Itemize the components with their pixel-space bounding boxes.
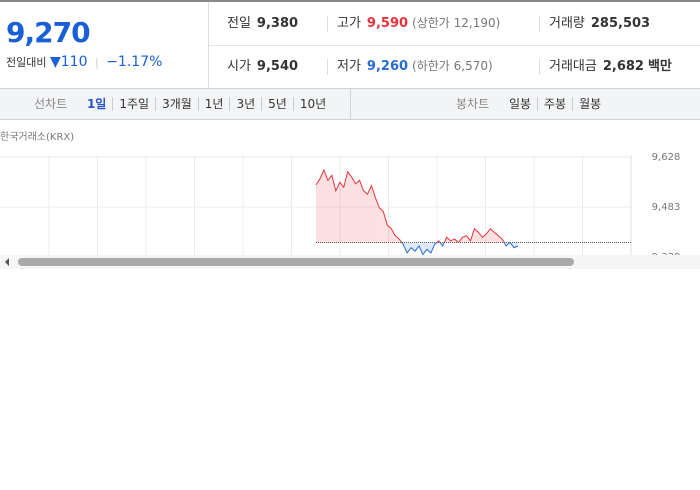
separator — [539, 59, 540, 75]
current-price: 9,270 — [6, 16, 91, 49]
period-tab[interactable]: 1년 — [197, 97, 230, 111]
cell-label: 시가 — [227, 59, 251, 74]
price-area — [316, 170, 518, 255]
y-tick-label: 9,338 — [652, 252, 681, 255]
period-tab[interactable]: 5년 — [261, 97, 293, 111]
cell-unit: 백만 — [647, 59, 672, 74]
y-tick-label: 9,483 — [652, 202, 681, 213]
scrollbar-graphic — [5, 258, 574, 266]
candle-tabs: 봉차트 일봉 주봉 월봉 — [456, 89, 608, 119]
summary-cell: 저가 9,260 (하한가 6,570) — [337, 45, 493, 88]
summary-cell: 시가 9,540 — [227, 45, 298, 88]
cell-label: 전일 — [227, 16, 251, 31]
cell-label: 저가 — [337, 59, 361, 74]
cell-value: 9,380 — [256, 16, 299, 31]
cell-value: 285,503 — [590, 16, 651, 31]
line-tabs: 선차트 1일 1주일 3개월 1년 3년 5년 10년 — [34, 89, 333, 119]
cell-label: 거래대금 — [549, 59, 597, 74]
change-rate: −1.17% — [106, 54, 163, 70]
separator — [327, 16, 328, 32]
period-tab[interactable]: 3개월 — [155, 97, 198, 111]
separator — [327, 59, 328, 75]
quote-header: 9,270 전일대비 ▼110 | −1.17% 전일 9,380 고가 9,590(… — [0, 0, 700, 88]
scrollbar[interactable] — [0, 255, 700, 269]
summary-row: 전일 9,380 고가 9,590 (상한가 12,190) 거래량 285,503 — [209, 2, 700, 46]
cell-value: 9,540 — [256, 59, 299, 74]
separator: | — [94, 56, 99, 69]
scroll-thumb[interactable] — [18, 258, 574, 266]
change-amount: ▼110 — [49, 54, 88, 70]
summary-cell: 거래량 285,503 — [549, 2, 650, 45]
cell-label: 거래량 — [549, 16, 585, 31]
separator — [539, 16, 540, 32]
price-line — [315, 168, 519, 255]
summary-row: 시가 9,540 저가 9,260 (하한가 6,570) 거래대금 2,682 백만 — [209, 45, 700, 88]
tab-group-label: 선차트 — [34, 97, 68, 111]
change: 전일대비 ▼110 | −1.17% — [6, 54, 162, 70]
divider — [350, 89, 351, 119]
cell-value: 9,260 — [366, 59, 409, 74]
y-tick-label: 9,628 — [652, 152, 681, 163]
period-tab[interactable]: 1일 — [86, 97, 107, 111]
scroll-arrow[interactable] — [5, 258, 9, 266]
summary-cell: 전일 9,380 — [227, 2, 298, 45]
tab-bar: 선차트 1일 1주일 3개월 1년 3년 5년 10년 봉차트 일봉 주봉 월봉 — [0, 88, 700, 120]
summary-cell: 고가 9,590 (상한가 12,190) — [337, 2, 500, 45]
cell-value: 9,590 — [366, 16, 409, 31]
candle-tab[interactable]: 월봉 — [572, 97, 608, 111]
period-tab[interactable]: 10년 — [292, 97, 333, 111]
candle-tab[interactable]: 주봉 — [537, 97, 573, 111]
chart: 한국거래소(KRX) 9,628 9,483 9,338 — [0, 131, 681, 255]
cell-label: 고가 — [337, 16, 361, 31]
tab-group-label: 봉차트 — [456, 97, 490, 111]
source-label: 한국거래소(KRX) — [0, 131, 74, 143]
summary-cell: 거래대금 2,682 백만 — [549, 45, 672, 88]
cell-value: 2,682 — [602, 59, 644, 74]
cell-note: (하한가 6,570) — [412, 59, 493, 73]
price-panel: 9,270 전일대비 ▼110 | −1.17% — [0, 2, 209, 88]
period-tab[interactable]: 1주일 — [112, 97, 156, 111]
cell-note: (상한가 12,190) — [412, 16, 501, 30]
period-tab[interactable]: 3년 — [229, 97, 262, 111]
change-label: 전일대비 — [6, 56, 47, 69]
candle-tab[interactable]: 일봉 — [508, 97, 532, 111]
